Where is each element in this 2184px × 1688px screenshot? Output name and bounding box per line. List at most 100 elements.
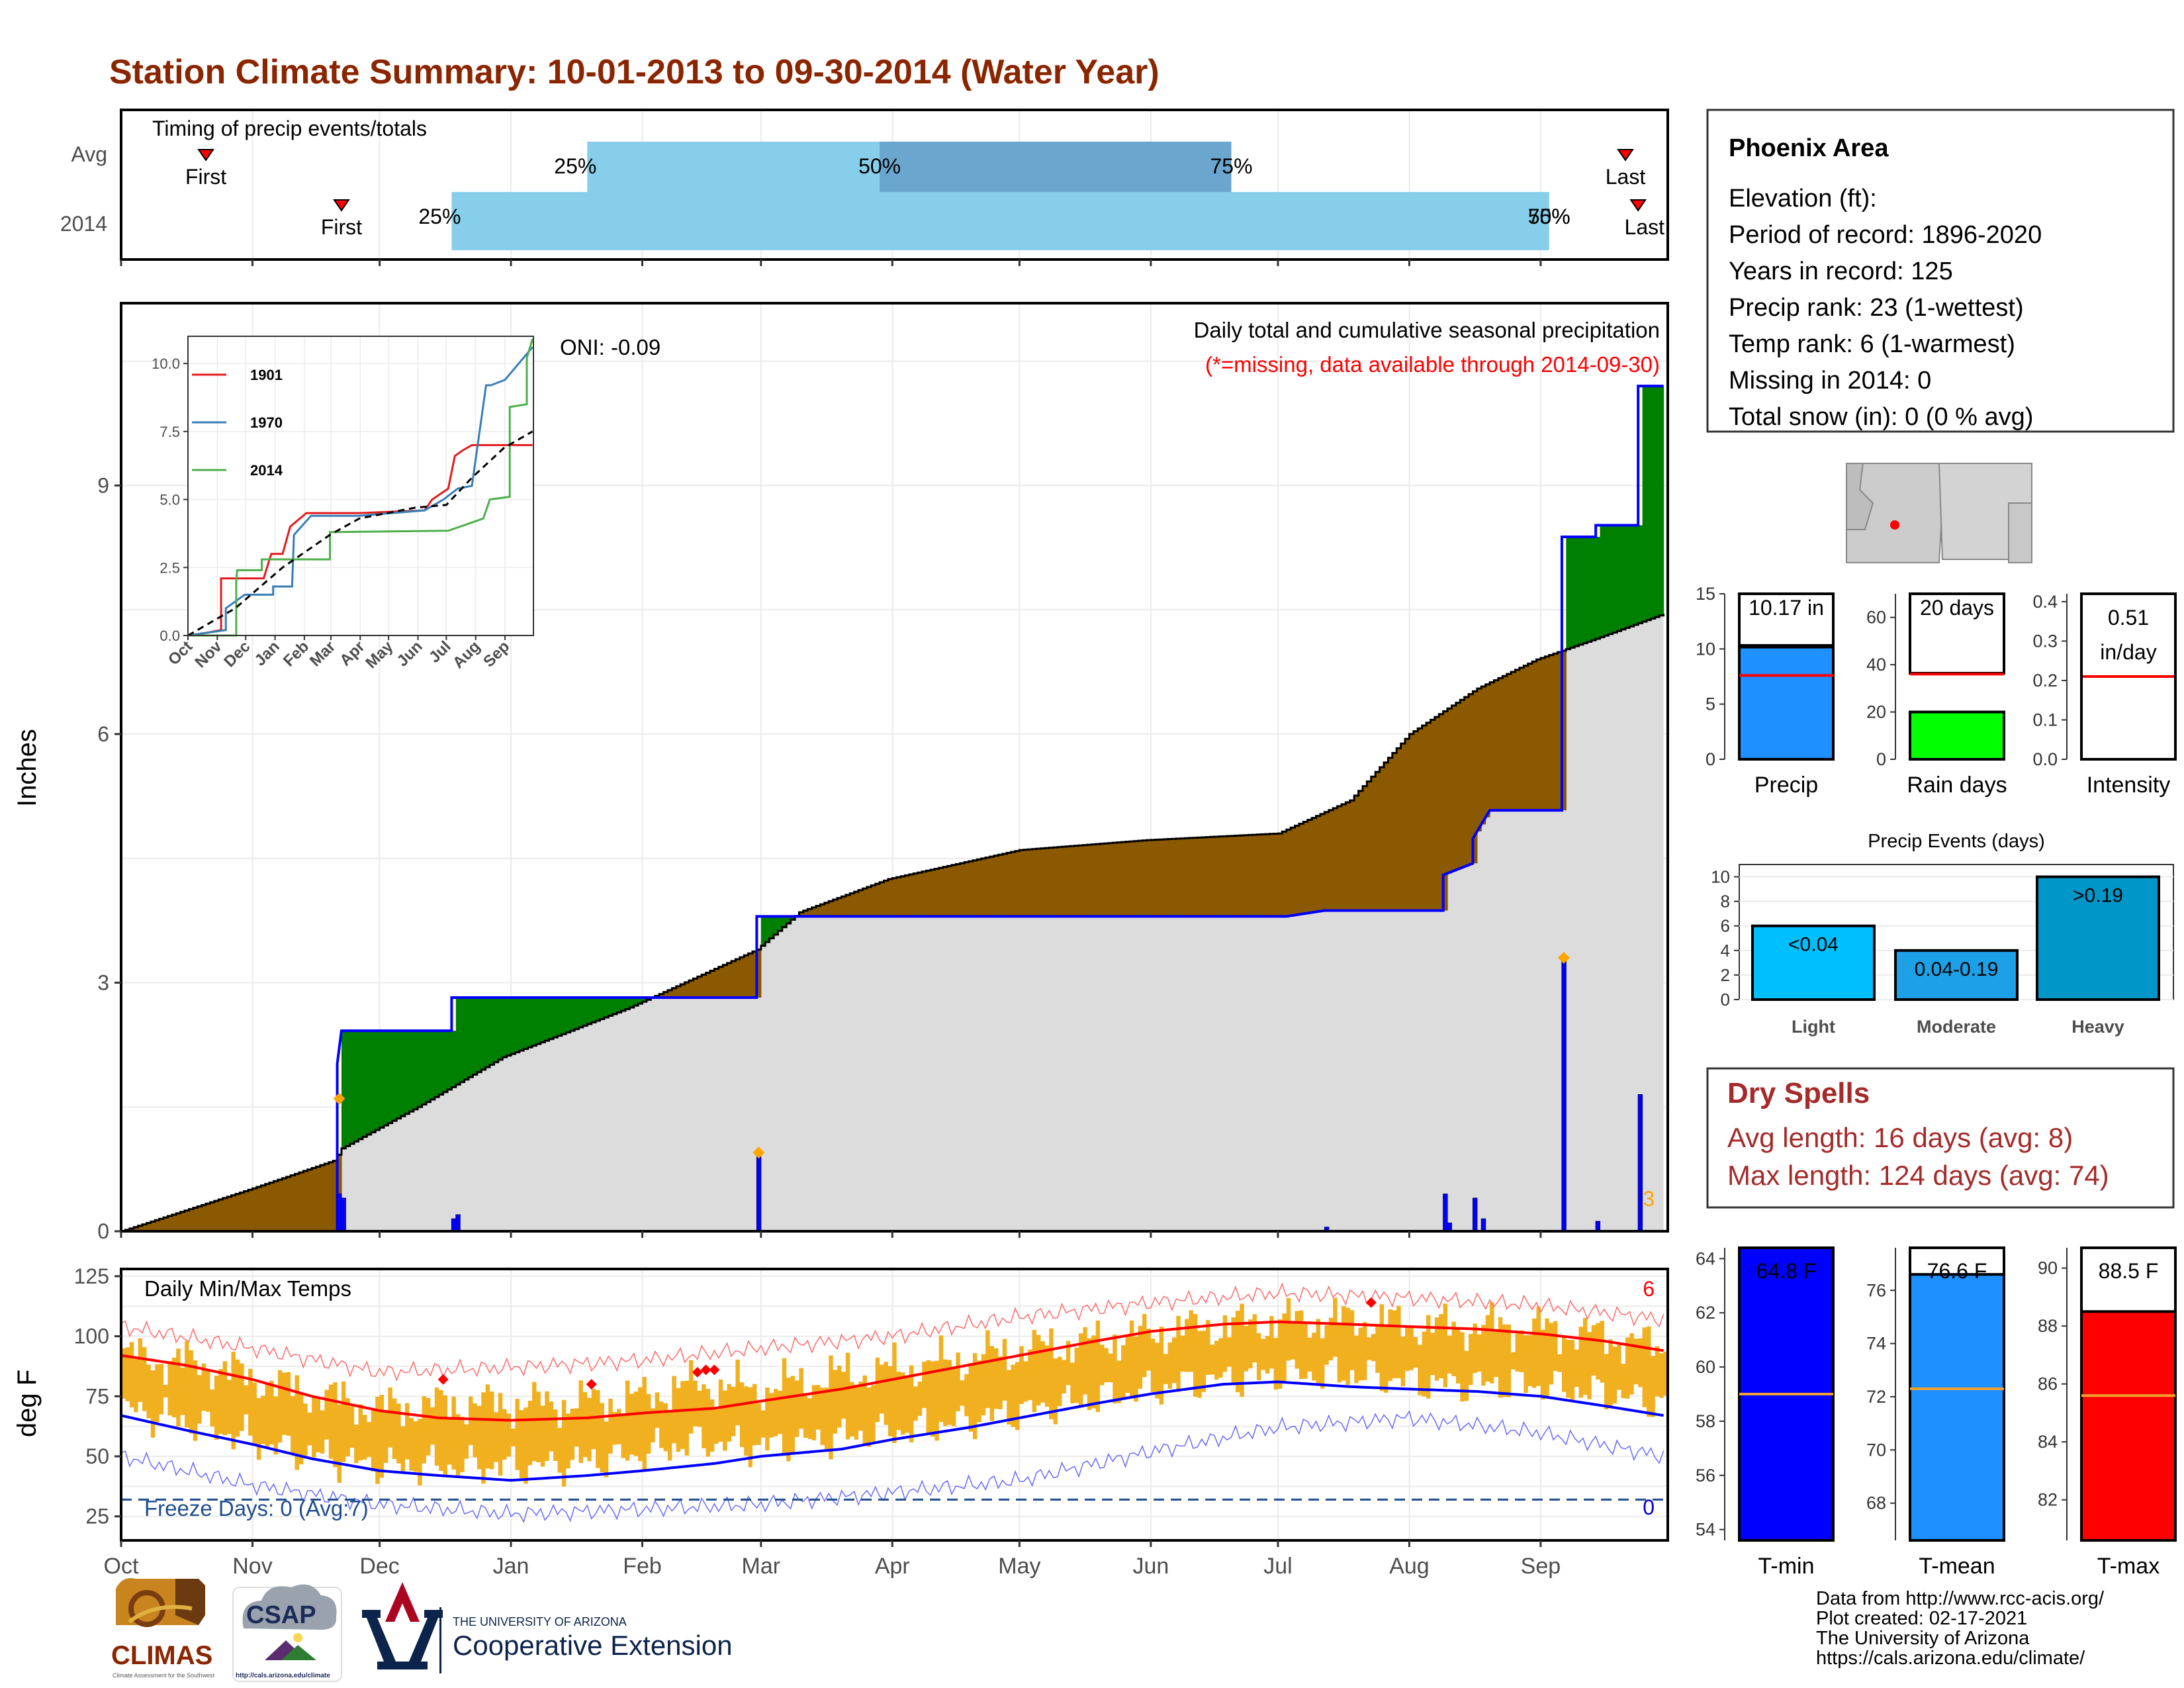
daily-precip-bar — [455, 1214, 461, 1232]
category-label: T-min — [1758, 1554, 1815, 1579]
event-bar-label: 0.04-0.19 — [1915, 959, 1999, 980]
below-average-area — [926, 870, 931, 917]
below-average-area — [1121, 842, 1126, 917]
below-average-area — [705, 972, 711, 998]
record-precip-marker — [1557, 951, 1570, 964]
above-average-area — [422, 1031, 427, 1105]
precip-total-chart: 10.17 in 0 5 10 15 Precip — [1696, 584, 1835, 798]
y-tick-label: 10 — [1711, 867, 1730, 887]
below-average-area — [862, 888, 868, 917]
below-average-area — [1032, 849, 1037, 917]
below-average-area — [1053, 847, 1058, 917]
csap-url: http://cals.arizona.edu/climate — [236, 1672, 330, 1679]
above-average-area — [591, 997, 596, 1023]
below-average-area — [1527, 663, 1533, 811]
below-average-area — [1286, 829, 1291, 917]
event-bar — [1751, 924, 1876, 1002]
above-average-area — [545, 997, 550, 1041]
above-average-area — [642, 997, 647, 1002]
above-average-area — [460, 997, 465, 1082]
below-average-area — [1011, 852, 1016, 917]
inset-y-tick-label: 5.0 — [159, 492, 180, 508]
inset-month-label: Jun — [394, 637, 426, 670]
daily-precip-bar — [1595, 1221, 1601, 1232]
below-average-area — [1269, 833, 1275, 917]
inset-y-tick-label: 0.0 — [159, 628, 180, 644]
precip-panel: Inches 0 3 6 9 ONI: -0.09 Daily total and c… — [13, 302, 1669, 1243]
above-average-area — [778, 916, 783, 931]
y-tick-label: 3 — [97, 970, 109, 994]
below-average-area — [1511, 672, 1516, 811]
below-average-area — [752, 951, 758, 998]
above-average-area — [553, 997, 559, 1038]
above-average-area — [388, 1031, 393, 1123]
below-average-area — [739, 957, 745, 998]
below-average-area — [240, 1192, 245, 1231]
below-average-area — [901, 876, 906, 917]
above-average-area — [413, 1031, 418, 1109]
category-label: T-max — [2097, 1554, 2160, 1579]
intensity-frame — [2080, 592, 2177, 761]
month-label: Feb — [623, 1554, 662, 1579]
above-average-area — [511, 997, 516, 1055]
below-average-area — [1002, 853, 1007, 917]
below-average-area — [985, 857, 991, 917]
below-average-area — [1422, 726, 1427, 911]
csap-logo: CSAP http://cals.arizona.edu/climate — [232, 1584, 342, 1682]
below-average-area — [884, 880, 889, 917]
record-high-marker — [692, 1367, 703, 1378]
below-average-area — [1040, 848, 1046, 917]
above-average-area — [1629, 525, 1635, 627]
below-average-area — [977, 859, 982, 917]
below-average-area — [1388, 757, 1393, 911]
below-average-area — [1079, 845, 1084, 917]
first-label: First — [185, 165, 226, 189]
below-average-area — [659, 994, 664, 998]
below-average-area — [303, 1170, 308, 1231]
below-average-area — [129, 1228, 134, 1231]
month-label: Oct — [104, 1554, 139, 1579]
above-average-area — [490, 997, 495, 1065]
below-average-area — [960, 863, 965, 917]
below-average-area — [1015, 851, 1020, 917]
below-average-area — [667, 990, 672, 998]
below-average-area — [858, 890, 864, 917]
station-line: Temp rank: 6 (1-warmest) — [1729, 330, 2015, 358]
inset-y-tick-label: 10.0 — [152, 355, 180, 372]
value-label: 76.6 F — [1927, 1259, 1987, 1283]
average-min-line — [120, 1380, 1664, 1482]
below-average-area — [1447, 708, 1453, 874]
below-average-area — [1333, 808, 1338, 911]
month-label: Nov — [232, 1554, 272, 1579]
credit-line: Plot created: 02-17-2021 — [1816, 1608, 2027, 1629]
below-average-area — [171, 1214, 177, 1231]
above-average-area — [1608, 525, 1614, 634]
below-average-area — [1561, 650, 1567, 811]
above-average-area — [383, 1031, 388, 1126]
above-average-area — [464, 997, 469, 1080]
below-average-area — [917, 872, 923, 917]
below-average-area — [663, 992, 668, 998]
timing-row-label-2014: 2014 — [60, 212, 107, 236]
above-average-area — [1638, 525, 1643, 624]
value-label: in/day — [2100, 640, 2156, 664]
intensity-chart: 0.51 in/day 0.0 0.1 0.2 0.3 0.4 Intensity — [2032, 592, 2177, 798]
below-average-area — [1307, 820, 1312, 914]
below-average-area — [1439, 714, 1444, 911]
above-average-area — [1612, 525, 1617, 633]
daily-precip-bar — [1472, 1197, 1478, 1232]
below-average-area — [1167, 839, 1173, 917]
below-average-area — [1506, 674, 1512, 811]
below-average-area — [1222, 836, 1228, 917]
above-average-area — [561, 997, 567, 1035]
below-average-area — [1473, 691, 1478, 864]
above-average-area — [506, 997, 512, 1056]
y-tick-label: 6 — [97, 722, 109, 746]
below-average-area — [829, 901, 834, 917]
below-average-area — [235, 1194, 240, 1231]
above-average-area — [532, 997, 537, 1046]
record-high-marker — [709, 1364, 720, 1376]
below-average-area — [282, 1178, 287, 1231]
below-average-area — [197, 1206, 203, 1231]
below-average-area — [1070, 846, 1075, 917]
